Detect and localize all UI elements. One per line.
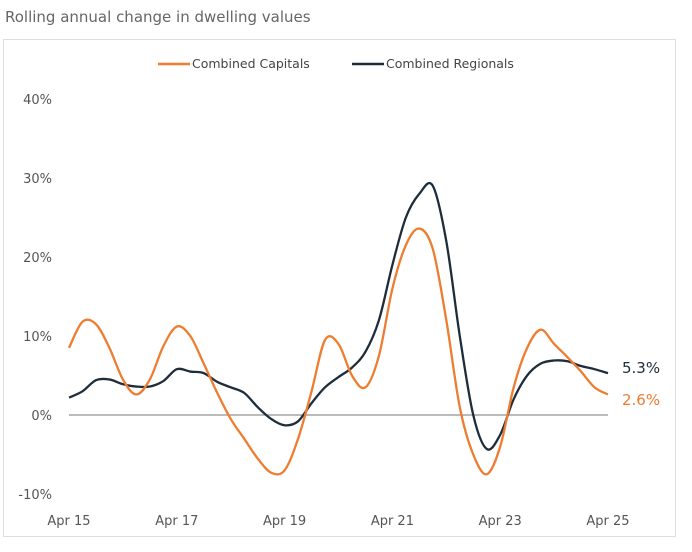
x-tick-label: Apr 23 (479, 514, 522, 529)
end-label-regionals: 5.3% (622, 359, 660, 377)
x-tick-label: Apr 19 (263, 514, 306, 529)
x-tick-label: Apr 25 (586, 514, 629, 529)
x-tick-label: Apr 21 (371, 514, 414, 529)
series-line-regionals (68, 181, 609, 451)
series-line-capitals (67, 227, 609, 476)
legend-regionals-label: Combined Regionals (386, 56, 514, 71)
y-tick-label: -10% (18, 488, 52, 503)
y-tick-label: 40% (23, 93, 52, 108)
legend-capitals-label: Combined Capitals (192, 56, 310, 71)
y-tick-label: 30% (23, 172, 52, 187)
x-tick-label: Apr 15 (47, 514, 90, 529)
end-label-capitals: 2.6% (622, 391, 660, 409)
y-tick-label: 0% (31, 409, 52, 424)
y-tick-label: 10% (23, 330, 52, 345)
y-tick-label: 20% (23, 251, 52, 266)
chart-frame (3, 39, 676, 537)
chart-title: Rolling annual change in dwelling values (5, 8, 311, 26)
x-tick-label: Apr 17 (155, 514, 198, 529)
